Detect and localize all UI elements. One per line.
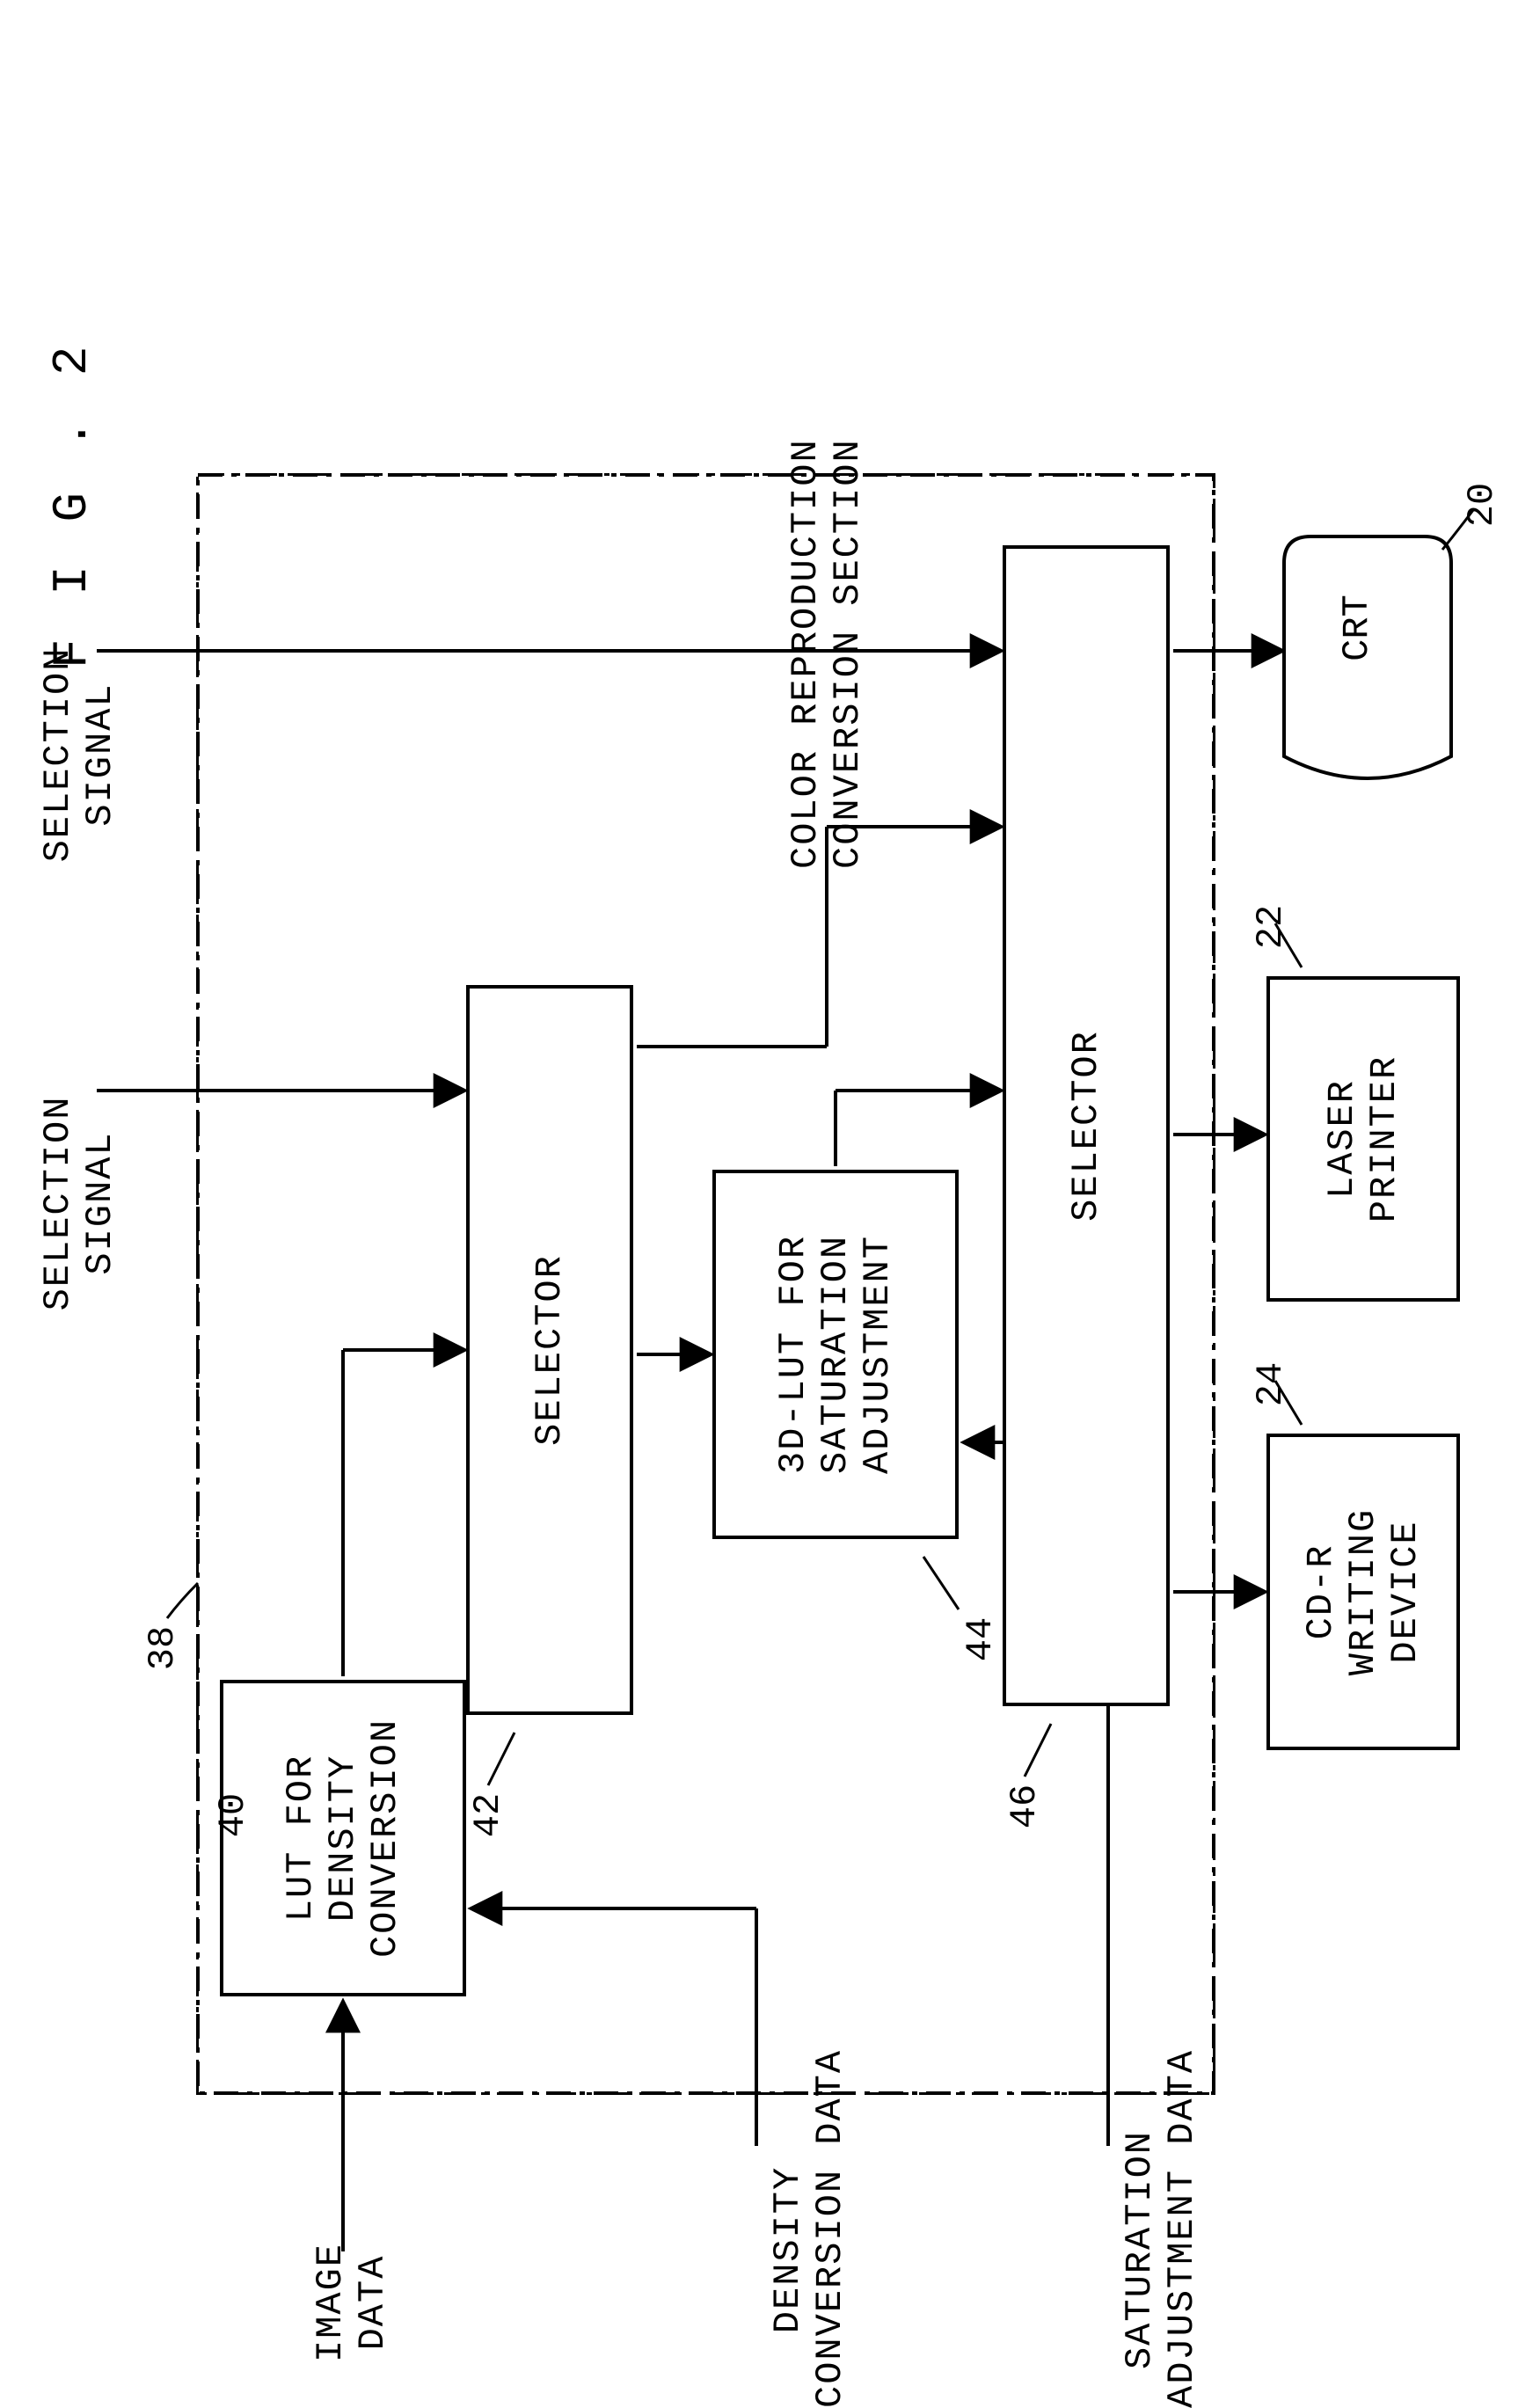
selector1-block: SELECTOR [466, 985, 633, 1715]
printer-label: LASERPRINTER [1321, 1055, 1405, 1222]
lut-density-block: LUT FORDENSITYCONVERSION [220, 1680, 466, 1996]
section-label: COLOR REPRODUCTIONCONVERSION SECTION [785, 517, 869, 869]
crt-label: CRT [1336, 595, 1378, 661]
cdr-label: CD-RWRITINGDEVICE [1300, 1508, 1427, 1675]
ref-42: 42 [467, 1793, 509, 1837]
figure-title: F I G . 2 [44, 339, 100, 668]
selector2-label: SELECTOR [1065, 1030, 1107, 1222]
selector2-block: SELECTOR [1003, 545, 1170, 1706]
cdr-block: CD-RWRITINGDEVICE [1266, 1434, 1460, 1750]
ref-22: 22 [1250, 905, 1292, 949]
lut-3d-block: 3D-LUT FORSATURATIONADJUSTMENT [712, 1170, 959, 1539]
ref-40: 40 [212, 1793, 254, 1837]
printer-block: LASERPRINTER [1266, 976, 1460, 1302]
ref-46: 46 [1003, 1784, 1046, 1828]
selection2-label: SELECTIONSIGNAL [37, 640, 121, 869]
ref-44: 44 [960, 1617, 1002, 1661]
lut-density-label: LUT FORDENSITYCONVERSION [280, 1718, 406, 1958]
ref-20: 20 [1461, 483, 1503, 527]
ref-38: 38 [142, 1626, 184, 1670]
diagram-canvas: F I G . 2 [35, 35, 1483, 2325]
ref-24: 24 [1250, 1362, 1292, 1406]
density-data-label: DENSITYCONVERSION DATA [767, 2091, 851, 2408]
selector1-label: SELECTOR [529, 1254, 571, 1446]
image-data-label: IMAGEDATA [310, 2215, 394, 2390]
selection1-label: SELECTIONSIGNAL [37, 1089, 121, 1317]
lut-3d-label: 3D-LUT FORSATURATIONADJUSTMENT [772, 1235, 899, 1474]
saturation-data-label: SATURATIONADJUSTMENT DATA [1119, 2091, 1203, 2408]
